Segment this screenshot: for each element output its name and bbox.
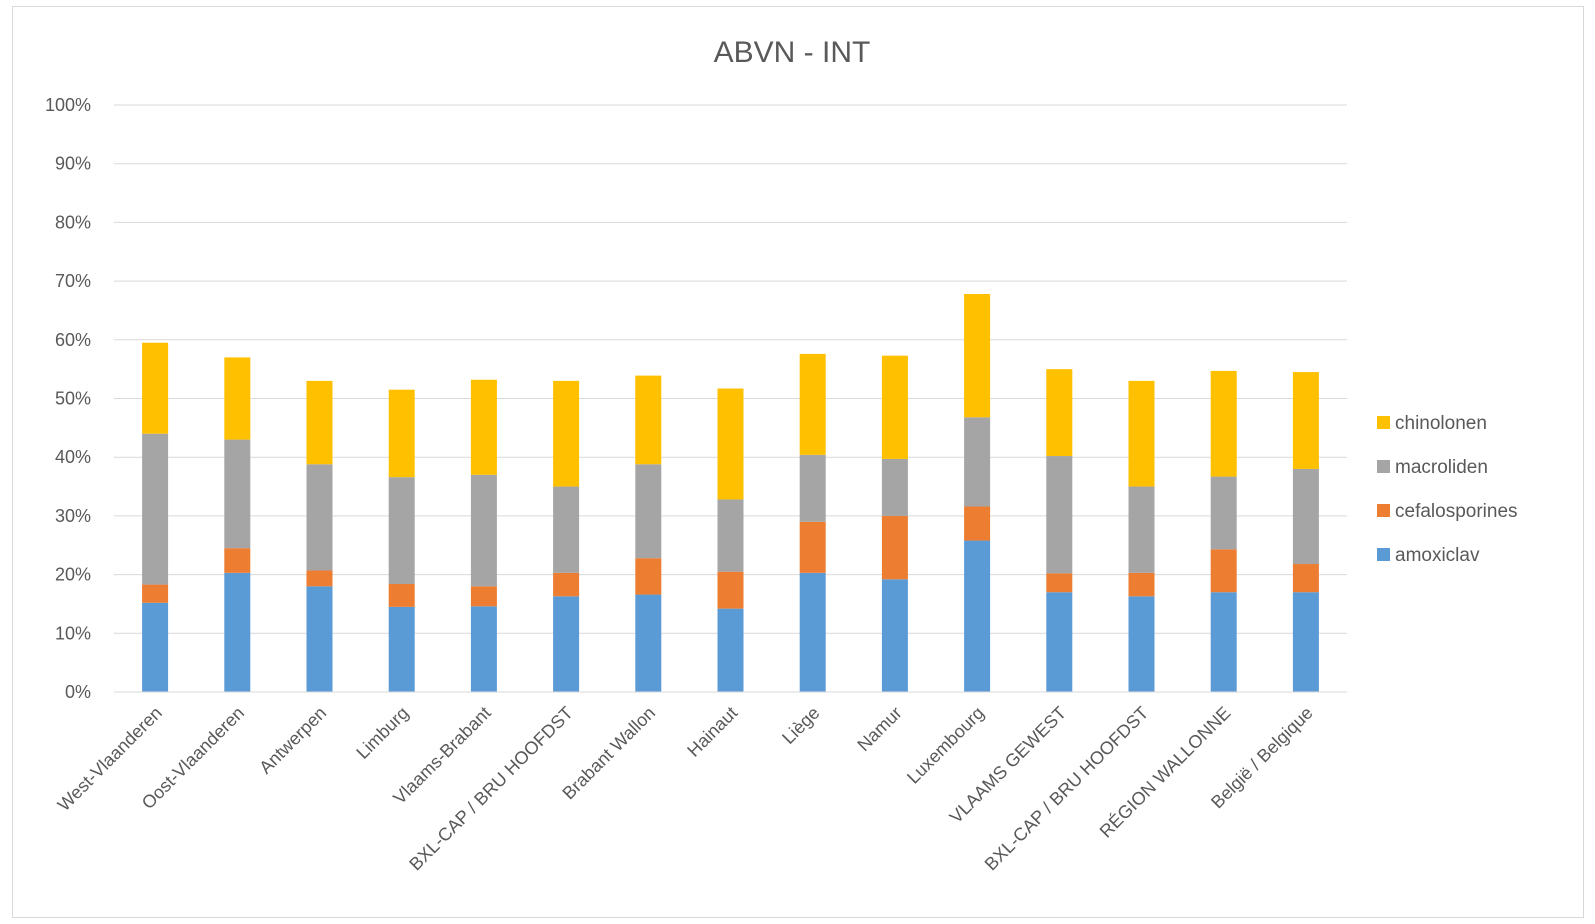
y-tick-label-40: 40% (55, 447, 91, 467)
bar-cefalosporines-5 (470, 586, 497, 607)
bar-cefalosporines-12 (1046, 573, 1073, 593)
bar-chinolonen-15 (1292, 372, 1319, 469)
bar-chinolonen-13 (1128, 380, 1155, 487)
bar-cefalosporines-8 (717, 571, 744, 609)
bar-cefalosporines-3 (306, 570, 333, 587)
bar-cefalosporines-2 (224, 548, 251, 573)
bar-cefalosporines-6 (553, 572, 580, 597)
x-category-label-11: Luxembourg (903, 703, 988, 788)
legend-label-cefalosporines: cefalosporines (1395, 501, 1518, 522)
bar-amoxiclav-1 (142, 602, 169, 692)
bar-macroliden-6 (553, 486, 580, 573)
y-tick-label-0: 0% (65, 682, 91, 702)
bar-chinolonen-4 (388, 389, 415, 478)
y-tick-label-50: 50% (55, 389, 91, 409)
legend-swatch-chinolonen (1377, 416, 1390, 429)
x-category-label-13: BXL-CAP / BRU HOOFDST (981, 703, 1153, 875)
legend-label-chinolonen: chinolonen (1395, 413, 1487, 434)
legend-swatch-macroliden (1377, 460, 1390, 473)
bar-macroliden-2 (224, 439, 251, 549)
bar-macroliden-15 (1292, 468, 1319, 565)
bar-cefalosporines-11 (964, 506, 991, 541)
bar-amoxiclav-5 (470, 606, 497, 692)
bar-macroliden-14 (1210, 476, 1237, 550)
bar-chinolonen-3 (306, 380, 333, 465)
x-category-label-8: Hainaut (683, 703, 741, 761)
bar-amoxiclav-3 (306, 586, 333, 692)
bar-macroliden-8 (717, 499, 744, 572)
bar-cefalosporines-13 (1128, 572, 1155, 597)
bar-chinolonen-10 (881, 355, 908, 459)
y-tick-label-20: 20% (55, 565, 91, 585)
bar-amoxiclav-14 (1210, 592, 1237, 692)
bar-amoxiclav-10 (881, 579, 908, 692)
bar-macroliden-3 (306, 464, 333, 571)
bar-amoxiclav-8 (717, 608, 744, 692)
bar-chinolonen-1 (142, 342, 169, 434)
bar-chinolonen-6 (553, 380, 580, 487)
bar-cefalosporines-7 (635, 558, 662, 595)
y-tick-label-30: 30% (55, 506, 91, 526)
legend-label-macroliden: macroliden (1395, 457, 1488, 478)
bar-chinolonen-2 (224, 357, 251, 440)
x-category-label-6: BXL-CAP / BRU HOOFDST (405, 703, 577, 875)
bar-macroliden-12 (1046, 456, 1073, 574)
bar-cefalosporines-10 (881, 515, 908, 580)
x-category-label-9: Liège (778, 703, 823, 748)
bar-amoxiclav-4 (388, 606, 415, 692)
bar-chinolonen-7 (635, 375, 662, 465)
bar-macroliden-4 (388, 477, 415, 584)
bar-chinolonen-8 (717, 388, 744, 500)
legend-swatch-amoxiclav (1377, 548, 1390, 561)
y-axis-tick-labels: 0% 10% 20% 30% 40% 50% 60% 70% 80% 90% 100% (45, 95, 91, 702)
y-tick-label-10: 10% (55, 623, 91, 643)
bar-macroliden-13 (1128, 486, 1155, 573)
chart-frame: ABVN - INT 0% 10% 20% 30% 40% 50% 60% 70% 80% 90%… (12, 6, 1584, 918)
stacked-bar-chart: ABVN - INT 0% 10% 20% 30% 40% 50% 60% 70% 80% 90%… (45, 36, 1518, 875)
bar-macroliden-1 (142, 433, 169, 585)
chart-title: ABVN - INT (714, 36, 871, 69)
bar-chinolonen-9 (799, 353, 826, 455)
bar-cefalosporines-15 (1292, 564, 1319, 593)
y-tick-label-60: 60% (55, 330, 91, 350)
bar-chinolonen-11 (964, 294, 991, 418)
bar-cefalosporines-4 (388, 583, 415, 607)
bar-chinolonen-14 (1210, 370, 1237, 477)
bar-cefalosporines-14 (1210, 549, 1237, 593)
bar-amoxiclav-15 (1292, 592, 1319, 692)
bar-amoxiclav-12 (1046, 592, 1073, 692)
bar-amoxiclav-2 (224, 572, 251, 692)
x-category-label-3: Antwerpen (255, 703, 330, 778)
legend-label-amoxiclav: amoxiclav (1395, 545, 1480, 566)
y-tick-label-100: 100% (45, 95, 91, 115)
bar-macroliden-9 (799, 454, 826, 522)
bar-amoxiclav-13 (1128, 596, 1155, 692)
bar-cefalosporines-9 (799, 521, 826, 573)
bar-macroliden-5 (470, 474, 497, 587)
bar-macroliden-10 (881, 458, 908, 516)
bar-amoxiclav-6 (553, 596, 580, 692)
bar-macroliden-7 (635, 464, 662, 559)
x-category-label-10: Namur (853, 703, 905, 755)
y-tick-label-90: 90% (55, 154, 91, 174)
bars (142, 294, 1319, 692)
bar-amoxiclav-9 (799, 572, 826, 692)
bar-chinolonen-5 (470, 379, 497, 475)
legend-swatch-cefalosporines (1377, 504, 1390, 517)
legend: chinolonen macroliden cefalosporines amoxic… (1377, 413, 1518, 566)
bar-amoxiclav-7 (635, 594, 662, 692)
y-tick-label-70: 70% (55, 271, 91, 291)
y-tick-label-80: 80% (55, 212, 91, 232)
x-category-label-4: Limburg (352, 703, 412, 763)
bar-macroliden-11 (964, 417, 991, 507)
bar-cefalosporines-1 (142, 584, 169, 603)
bar-chinolonen-12 (1046, 369, 1073, 457)
bar-amoxiclav-11 (964, 540, 991, 692)
